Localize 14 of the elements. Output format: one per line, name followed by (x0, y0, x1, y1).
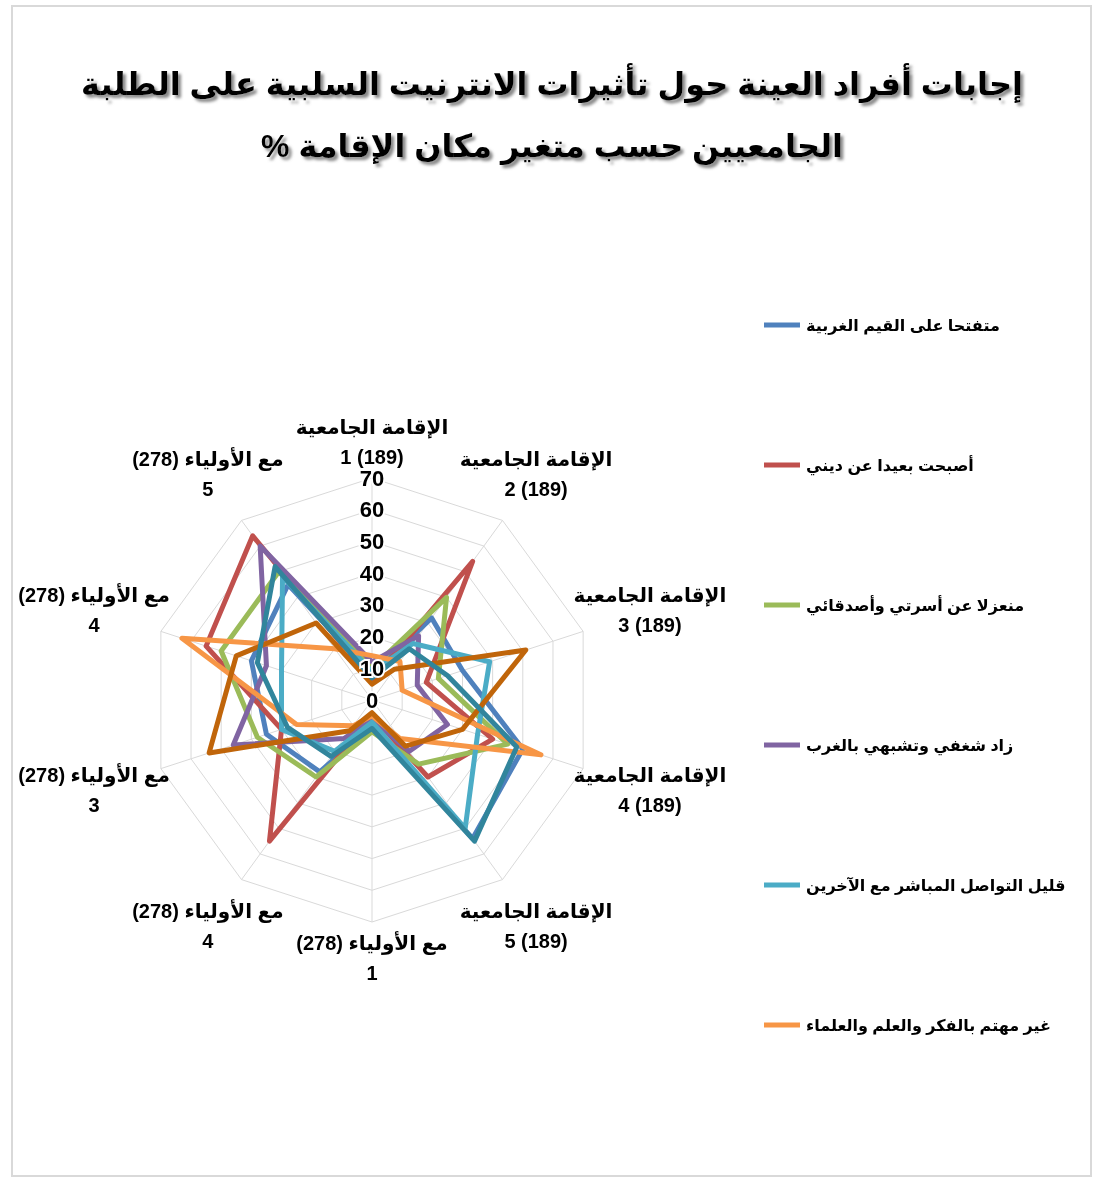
y-tick-label: 0 (365, 687, 379, 713)
legend-label: زاد شغفي وتشبهي بالغرب (806, 736, 1014, 756)
y-tick-label: 20 (359, 624, 385, 650)
y-tick-label: 10 (359, 655, 385, 681)
legend-label: أصبحت بعيدا عن ديني (806, 454, 974, 476)
y-tick-label: 60 (359, 497, 385, 523)
chart-title: إجابات أفراد العينة حول تأثيرات الانترنيت السلبية على الطلبة الجامعيين حسب متغير مكان الإقامة % (80, 63, 1024, 165)
y-tick-label: 40 (359, 560, 385, 586)
legend-label: غير مهتم بالفكر والعلم والعلماء (806, 1016, 1051, 1035)
y-tick-label: 50 (359, 528, 385, 554)
legend-label: منعزلا عن أسرتي وأصدقائي (806, 594, 1025, 616)
legend-label: قليل التواصل المباشر مع الآخرين (806, 875, 1066, 895)
y-tick-label: 30 (359, 592, 385, 618)
legend-label: متفتحا على القيم الغربية (806, 316, 1000, 335)
